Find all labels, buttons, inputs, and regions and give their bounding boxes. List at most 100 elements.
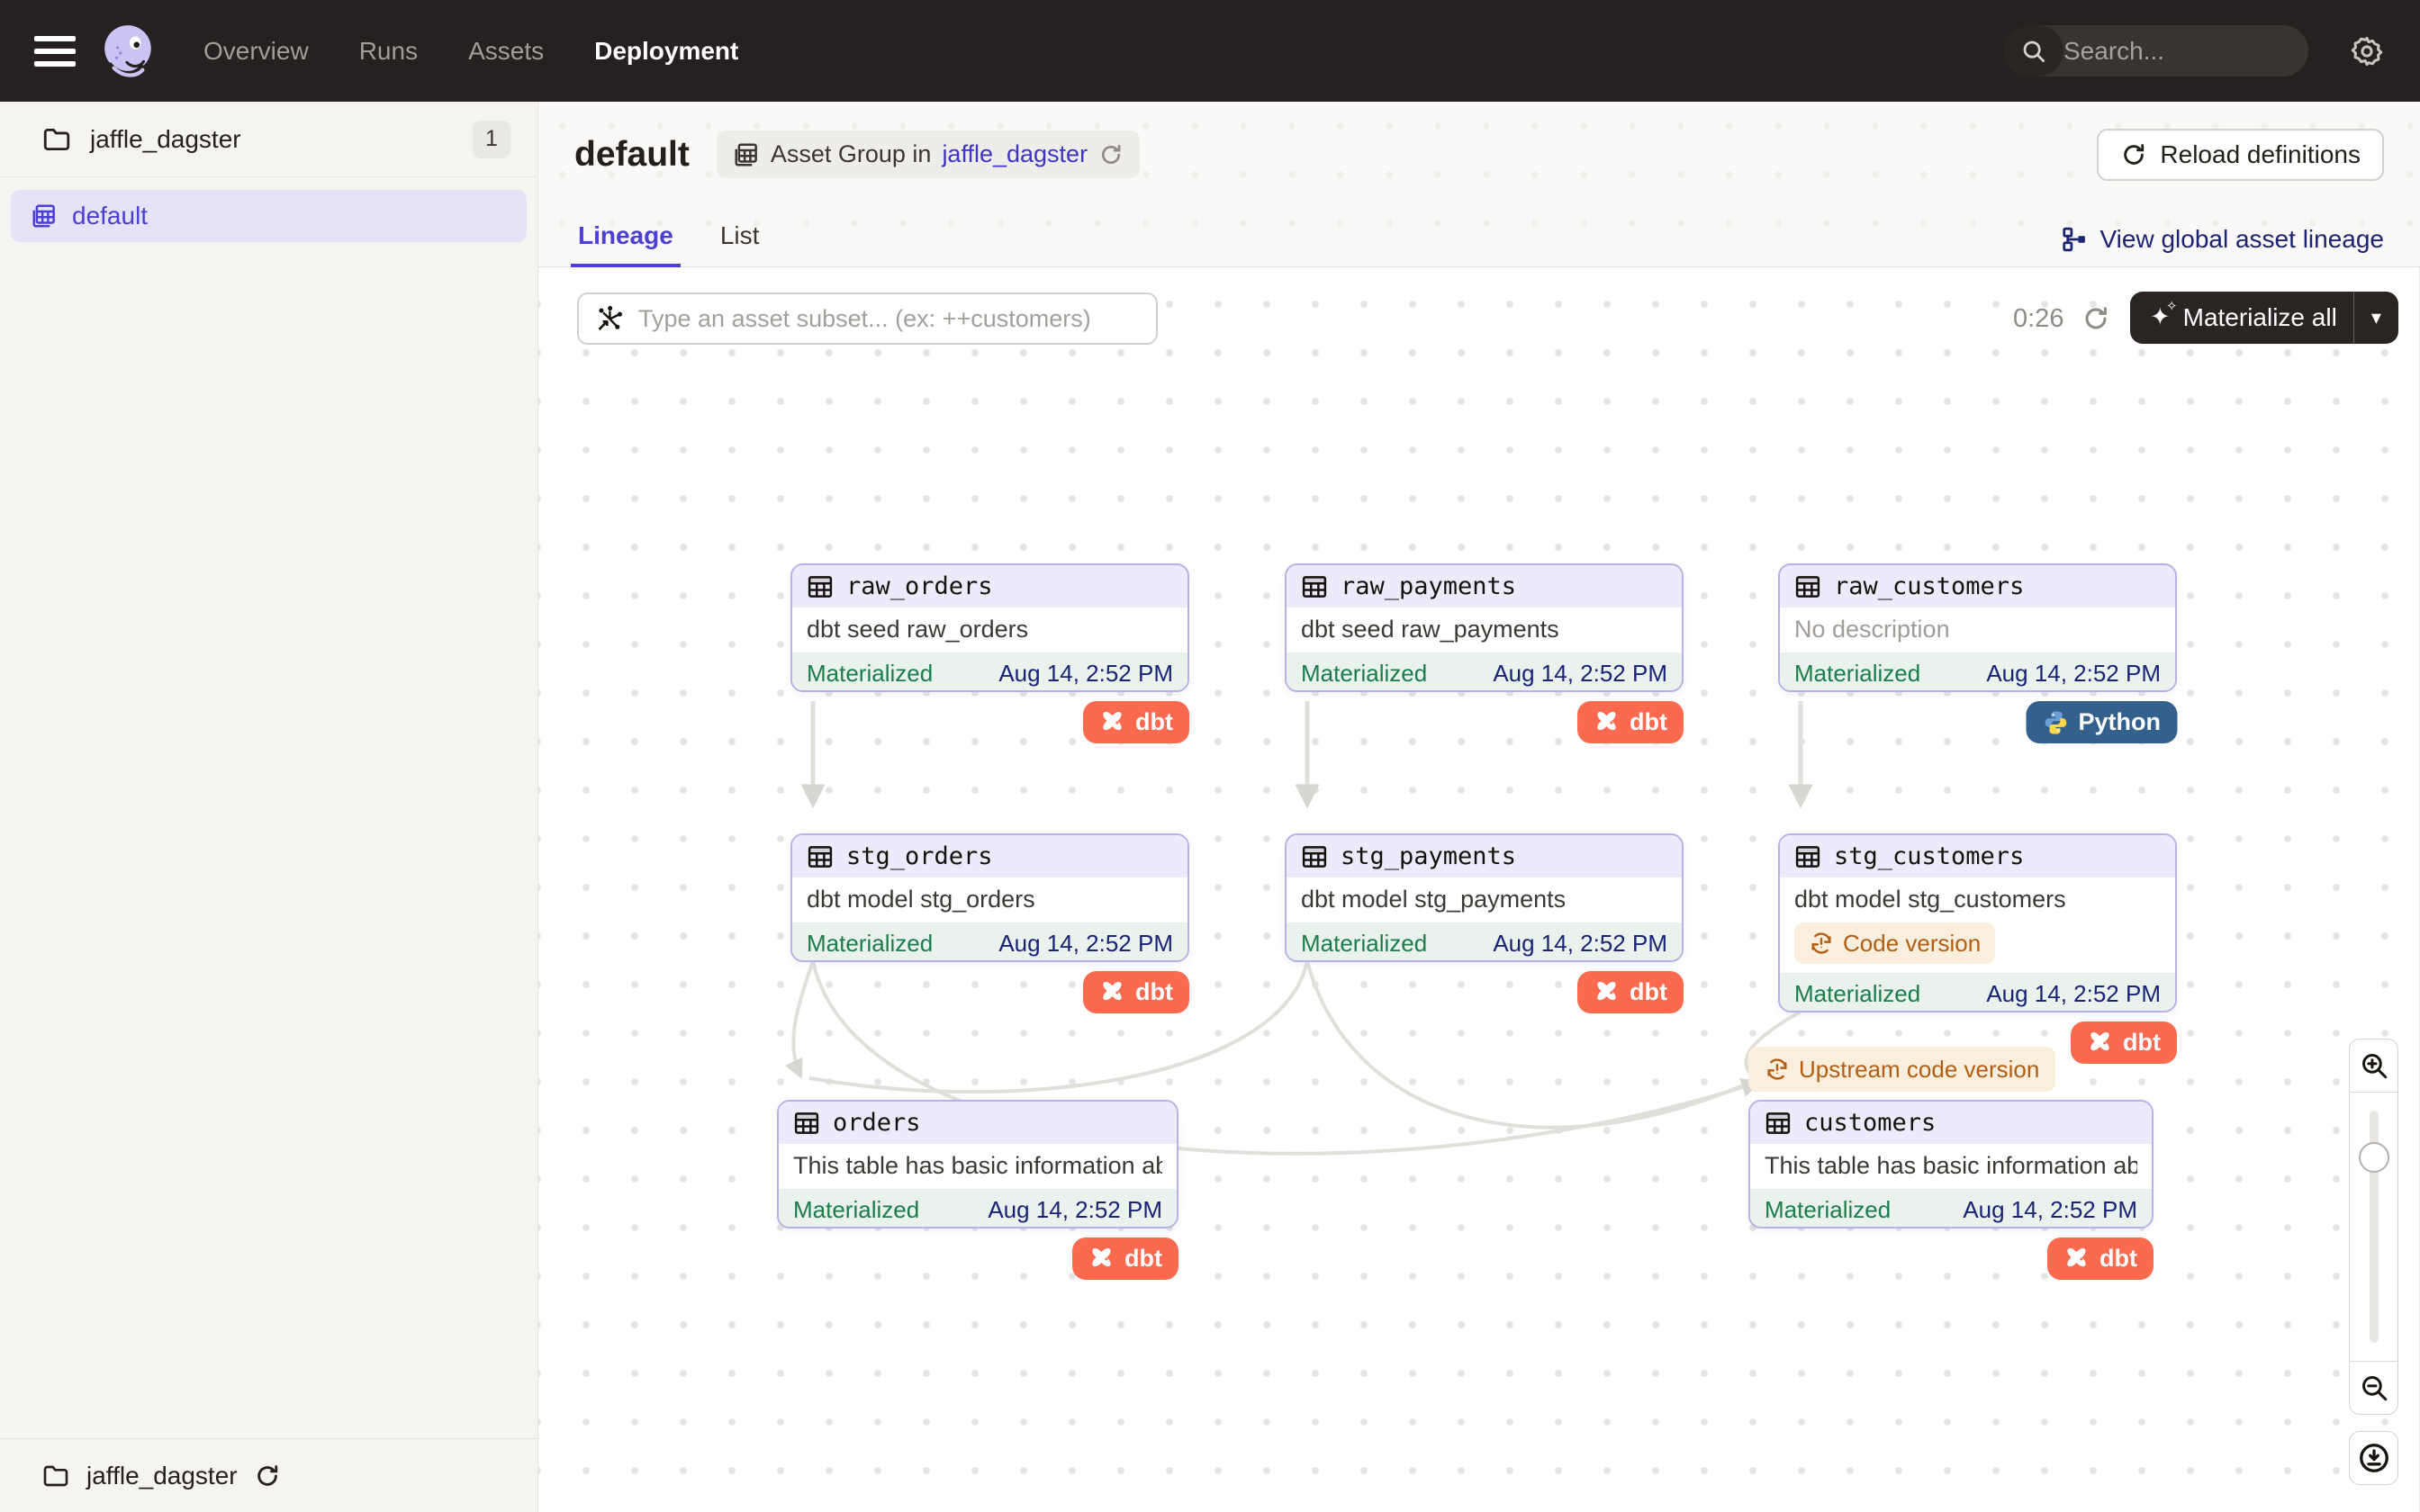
lineage-graph-icon — [2061, 226, 2088, 253]
asset-status: Materialized — [1794, 660, 1921, 687]
refresh-icon — [2120, 141, 2147, 168]
materialize-dropdown-caret[interactable]: ▾ — [2370, 306, 2381, 328]
download-image-button[interactable] — [2349, 1431, 2398, 1485]
asset-description: dbt model stg_payments — [1301, 886, 1567, 913]
asset-description: No description — [1794, 616, 1950, 643]
asset-name: customers — [1804, 1109, 1937, 1137]
folder-icon — [41, 124, 72, 155]
asset-timestamp: Aug 14, 2:52 PM — [1493, 660, 1667, 687]
sidebar-item-label: default — [72, 202, 149, 230]
asset-timestamp: Aug 14, 2:52 PM — [998, 930, 1173, 957]
asset-description: This table has basic information about .… — [1765, 1152, 2137, 1179]
asset-node-raw_payments[interactable]: raw_payments dbt seed raw_payments Mater… — [1285, 563, 1684, 692]
dbt-kind-badge: dbt — [1577, 701, 1684, 743]
dbt-kind-badge: dbt — [1083, 701, 1189, 743]
asset-node-raw_customers[interactable]: raw_customers No description Materialize… — [1778, 563, 2177, 692]
upstream-code-version-tag: Upstream code version — [1748, 1047, 2056, 1092]
page-title: default — [574, 134, 690, 174]
asset-timestamp: Aug 14, 2:52 PM — [1493, 930, 1667, 957]
asset-timestamp: Aug 14, 2:52 PM — [1986, 660, 2161, 687]
table-icon — [1765, 1110, 1792, 1137]
table-icon — [1794, 843, 1821, 870]
sidebar-item-default-group[interactable]: default — [11, 190, 527, 242]
main-content: default Asset Group in jaffle_dagster — [538, 102, 2420, 1512]
asset-name: stg_orders — [846, 842, 993, 870]
asset-description: dbt model stg_customers — [1794, 886, 2066, 913]
asset-timestamp: Aug 14, 2:52 PM — [998, 660, 1173, 687]
lineage-canvas[interactable]: 0:26 ✦✧ Materialize all ▾ — [538, 267, 2420, 1512]
sidebar-footer-project-name: jaffle_dagster — [86, 1461, 238, 1490]
tab-lineage[interactable]: Lineage — [571, 221, 681, 268]
asset-node-stg_orders[interactable]: stg_orders dbt model stg_orders Material… — [790, 833, 1189, 962]
asset-timestamp: Aug 14, 2:52 PM — [988, 1196, 1162, 1223]
asset-group-icon — [733, 141, 760, 168]
view-global-asset-lineage-link[interactable]: View global asset lineage — [2061, 225, 2384, 254]
asset-subset-input[interactable] — [577, 292, 1158, 345]
sidebar-project-count-badge: 1 — [473, 120, 510, 158]
asset-timestamp: Aug 14, 2:52 PM — [1986, 980, 2161, 1007]
asset-timestamp: Aug 14, 2:52 PM — [1963, 1196, 2137, 1223]
table-icon — [807, 843, 834, 870]
refresh-icon[interactable] — [254, 1462, 281, 1490]
asset-group-tag-link[interactable]: jaffle_dagster — [942, 140, 1088, 167]
asset-node-stg_customers[interactable]: stg_customers dbt model stg_customers Co… — [1778, 833, 2177, 1012]
materialize-all-button[interactable]: ✦ ✧ Materialize all ▾ — [2130, 292, 2398, 344]
hamburger-menu-icon[interactable] — [34, 35, 76, 67]
asset-description: dbt seed raw_orders — [807, 616, 1029, 643]
gear-icon[interactable] — [2350, 34, 2384, 68]
zoom-slider[interactable] — [2350, 1092, 2397, 1362]
zoom-slider-knob[interactable] — [2358, 1142, 2389, 1173]
nav-item-overview[interactable]: Overview — [203, 36, 309, 65]
asset-node-raw_orders[interactable]: raw_orders dbt seed raw_orders Materiali… — [790, 563, 1189, 692]
code-version-tag: Code version — [1794, 922, 1996, 964]
nav-item-runs[interactable]: Runs — [358, 36, 419, 65]
sidebar-footer: jaffle_dagster — [0, 1438, 537, 1512]
table-icon — [807, 573, 834, 600]
asset-description: This table has basic information about .… — [793, 1152, 1162, 1179]
tab-list[interactable]: List — [719, 221, 760, 249]
asset-status: Materialized — [1765, 1196, 1892, 1223]
asset-status: Materialized — [807, 930, 934, 957]
search-icon — [2004, 25, 2063, 76]
asset-subset-filter — [577, 292, 1158, 345]
asset-node-customers[interactable]: customers This table has basic informati… — [1748, 1100, 2154, 1228]
dagster-logo-icon[interactable] — [99, 22, 158, 81]
zoom-controls — [2349, 1039, 2398, 1415]
asset-name: raw_payments — [1341, 572, 1517, 600]
asset-status: Materialized — [1301, 660, 1428, 687]
asset-node-stg_payments[interactable]: stg_payments dbt model stg_payments Mate… — [1285, 833, 1684, 962]
nav-item-deployment[interactable]: Deployment — [594, 36, 739, 65]
dbt-kind-badge: dbt — [1083, 971, 1189, 1013]
python-kind-badge: Python — [2026, 701, 2177, 743]
refresh-timer: 0:26 — [2013, 303, 2064, 333]
asset-group-icon — [31, 202, 58, 230]
nav-item-assets[interactable]: Assets — [468, 36, 545, 65]
zoom-out-button[interactable] — [2350, 1362, 2397, 1414]
asset-status: Materialized — [807, 660, 934, 687]
asset-name: orders — [833, 1109, 921, 1137]
asset-name: raw_customers — [1834, 572, 2025, 600]
dbt-kind-badge: dbt — [2071, 1022, 2177, 1064]
asset-group-tag-text: Asset Group in — [770, 140, 932, 167]
asset-graph-icon — [595, 304, 624, 333]
table-icon — [1301, 573, 1328, 600]
table-icon — [1794, 573, 1821, 600]
global-search[interactable]: / — [2004, 25, 2308, 76]
asset-status: Materialized — [1794, 980, 1921, 1007]
refresh-icon[interactable] — [2081, 304, 2110, 333]
asset-status: Materialized — [1301, 930, 1428, 957]
table-icon — [793, 1110, 820, 1137]
asset-node-orders[interactable]: orders This table has basic information … — [777, 1100, 1178, 1228]
search-input[interactable] — [2063, 36, 2308, 66]
folder-icon — [41, 1462, 70, 1490]
reload-definitions-button[interactable]: Reload definitions — [2097, 128, 2384, 181]
asset-status: Materialized — [793, 1196, 920, 1223]
zoom-in-button[interactable] — [2350, 1040, 2397, 1092]
sidebar-project-name: jaffle_dagster — [90, 124, 241, 153]
dbt-kind-badge: dbt — [2047, 1238, 2154, 1280]
table-icon — [1301, 843, 1328, 870]
sidebar-project-jaffle-dagster[interactable]: jaffle_dagster 1 — [0, 102, 537, 177]
asset-description: dbt model stg_orders — [807, 886, 1035, 913]
reload-icon[interactable] — [1098, 142, 1124, 167]
